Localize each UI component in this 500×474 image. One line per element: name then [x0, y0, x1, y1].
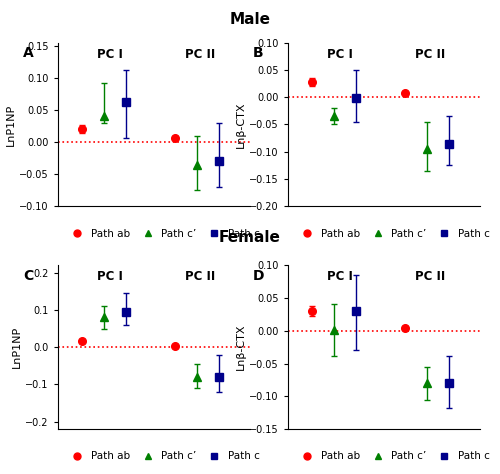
Text: PC I: PC I [326, 270, 352, 283]
Text: Female: Female [219, 230, 281, 245]
Text: PC I: PC I [326, 47, 352, 61]
Legend: Path ab, Path c’, Path c: Path ab, Path c’, Path c [292, 447, 494, 465]
Text: PC II: PC II [415, 270, 445, 283]
Text: PC I: PC I [96, 47, 122, 61]
Legend: Path ab, Path c’, Path c: Path ab, Path c’, Path c [62, 225, 264, 243]
Text: PC II: PC II [185, 270, 215, 283]
Legend: Path ab, Path c’, Path c: Path ab, Path c’, Path c [292, 225, 494, 243]
Text: A: A [23, 46, 34, 60]
Text: PC I: PC I [96, 270, 122, 283]
Text: C: C [23, 269, 33, 283]
Y-axis label: LnP1NP: LnP1NP [12, 326, 22, 368]
Text: PC II: PC II [415, 47, 445, 61]
Legend: Path ab, Path c’, Path c: Path ab, Path c’, Path c [62, 447, 264, 465]
Y-axis label: LnP1NP: LnP1NP [6, 103, 16, 146]
Text: Male: Male [230, 12, 270, 27]
Text: PC II: PC II [185, 47, 215, 61]
Y-axis label: Lnβ-CTX: Lnβ-CTX [236, 324, 246, 371]
Text: B: B [253, 46, 264, 60]
Y-axis label: Lnβ-CTX: Lnβ-CTX [236, 101, 246, 148]
Text: D: D [253, 269, 264, 283]
